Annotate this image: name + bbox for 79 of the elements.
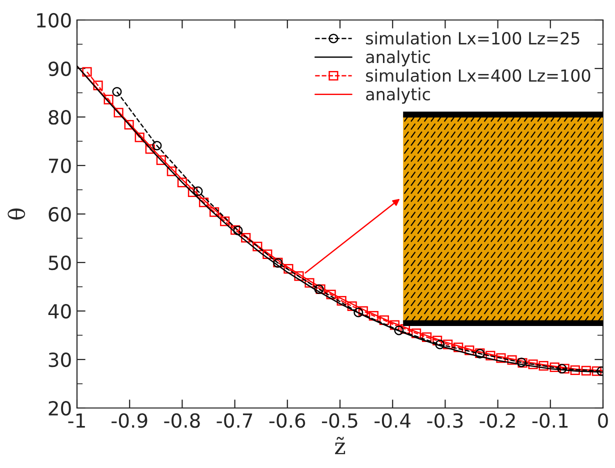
point [528, 360, 538, 370]
point [354, 308, 364, 318]
point [82, 67, 92, 77]
point [233, 226, 243, 236]
point [454, 342, 464, 352]
point [432, 336, 442, 346]
x-tick-label: -0.1 [532, 413, 568, 428]
legend-label: simulation Lx=100 Lz=25 [366, 32, 580, 45]
point [570, 365, 580, 375]
point [394, 326, 404, 336]
x-tick-label: 0 [598, 413, 608, 428]
point [326, 290, 336, 300]
y-tick-label: 30 [48, 352, 71, 368]
point [557, 364, 567, 374]
point [93, 80, 103, 90]
point [592, 366, 602, 376]
point [262, 249, 272, 260]
y-tick-label: 100 [37, 12, 71, 28]
x-axis-title: z̃ [335, 436, 346, 454]
point [209, 207, 220, 217]
point [134, 132, 144, 142]
point [358, 306, 368, 316]
point [198, 198, 209, 208]
point [112, 86, 122, 97]
x-tick-label: -1 [68, 413, 85, 428]
point [435, 340, 445, 350]
point [124, 120, 134, 130]
legend-label: analytic [366, 88, 430, 104]
x-tick-label: -0.9 [112, 413, 148, 428]
y-tick-label: 40 [48, 304, 71, 319]
point [114, 108, 124, 118]
x-tick-label: -0.7 [216, 413, 252, 428]
point [241, 232, 251, 243]
point [496, 353, 506, 363]
point [411, 328, 422, 338]
point [252, 242, 262, 252]
point [400, 324, 410, 334]
point [294, 271, 304, 281]
x-tick-label: -0.5 [322, 413, 358, 428]
x-tick-label: -0.4 [374, 413, 410, 428]
point [422, 332, 432, 342]
point [193, 186, 203, 196]
y-tick-label: 90 [48, 61, 71, 76]
point [152, 140, 162, 150]
point [166, 166, 176, 176]
x-tick-label: -0.3 [427, 413, 463, 428]
point [550, 362, 560, 372]
point [390, 320, 400, 330]
y-tick-label: 50 [48, 255, 71, 270]
point [581, 366, 591, 376]
point [347, 301, 357, 311]
x-tick-label: -0.6 [269, 413, 306, 428]
point [104, 94, 114, 104]
point [560, 364, 570, 374]
x-tick-label: -0.2 [480, 413, 515, 428]
point [443, 340, 453, 350]
point [220, 216, 230, 226]
point [177, 178, 187, 188]
point [464, 345, 474, 356]
legend-label: simulation Lx=400 Lz=100 [366, 68, 590, 82]
y-tick-label: 20 [48, 400, 71, 416]
point [507, 355, 517, 365]
point [188, 187, 198, 197]
point [156, 155, 166, 165]
point [145, 144, 155, 154]
legend-label: analytic [366, 50, 430, 66]
y-tick-label: 70 [48, 158, 71, 174]
point [304, 278, 314, 288]
point [486, 350, 496, 360]
point [368, 311, 378, 321]
point [336, 296, 346, 306]
y-tick-label: 60 [48, 206, 71, 222]
point [230, 225, 240, 235]
y-tick-label: 80 [48, 110, 71, 125]
point [284, 264, 294, 274]
y-axis-title: θ [8, 208, 26, 220]
point [538, 361, 548, 371]
point [379, 315, 389, 326]
x-tick-label: -0.8 [164, 413, 200, 428]
